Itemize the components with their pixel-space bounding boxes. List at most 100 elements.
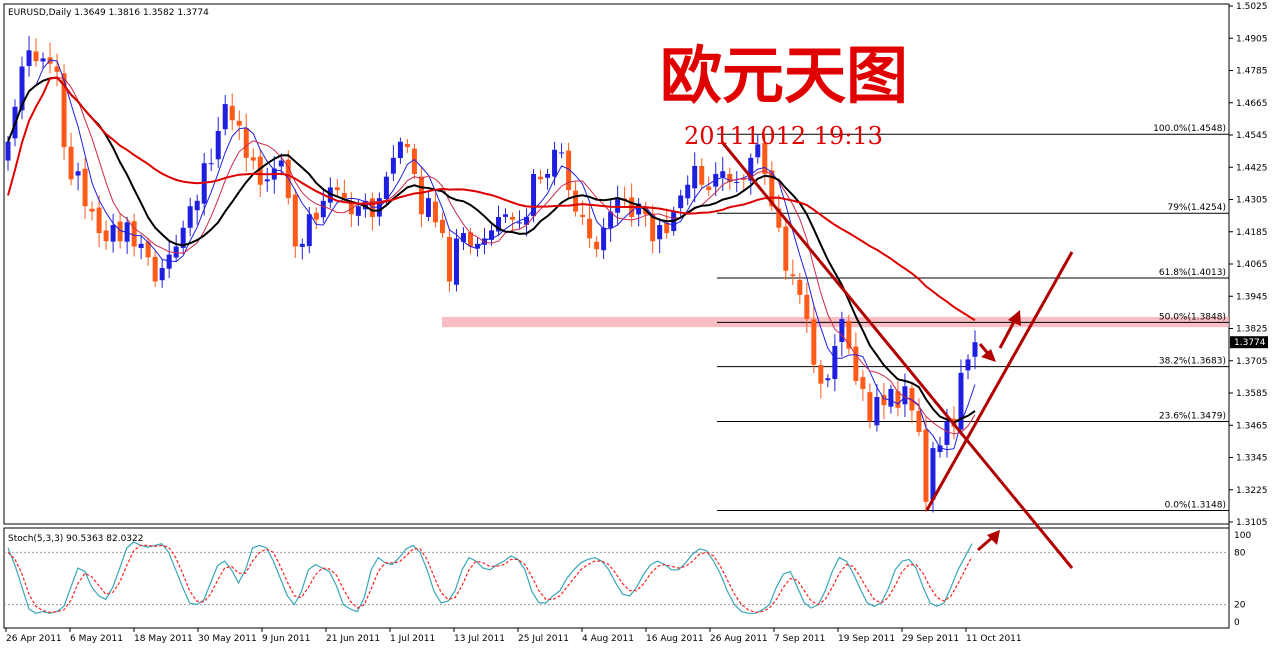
candle-body [390, 157, 396, 174]
candle [559, 143, 565, 159]
candle-body [292, 194, 298, 247]
candle [790, 259, 796, 286]
candle-body [608, 211, 614, 228]
candle-body [755, 144, 761, 158]
arrow-down-right [978, 343, 996, 362]
candle [306, 207, 312, 254]
price-tick-label: 1.4185 [1236, 228, 1268, 238]
candle [818, 359, 824, 399]
candle-body [657, 225, 663, 240]
candle [194, 194, 200, 225]
candle-body [727, 173, 733, 183]
candle-body [453, 238, 459, 285]
candle [467, 227, 473, 255]
candle [264, 167, 270, 192]
candle-body [243, 128, 249, 158]
candle [573, 181, 579, 217]
candle-body [166, 254, 172, 269]
fib-label-4: 38.2%(1.3683) [1159, 357, 1226, 367]
candle [531, 168, 537, 223]
candle-body [320, 200, 326, 218]
candle [82, 157, 88, 220]
candle [460, 227, 466, 251]
candle [292, 189, 298, 259]
candle [404, 138, 410, 153]
ma-fast-line [7, 77, 976, 435]
candle-body [797, 279, 803, 295]
candle [503, 208, 509, 223]
last-price-tag [1230, 336, 1268, 349]
candle-body [937, 445, 943, 452]
price-tick-label: 1.4545 [1236, 131, 1268, 141]
stoch-main-line [7, 541, 973, 614]
candle-body [510, 216, 516, 220]
candle [187, 197, 193, 237]
date-tick-label: 1 Jul 2011 [390, 634, 435, 644]
price-tick-label: 1.3705 [1236, 357, 1268, 367]
candle-body [734, 182, 740, 184]
stoch-tick-label: 100 [1234, 531, 1251, 541]
date-tick-label: 26 Aug 2011 [710, 634, 768, 644]
price-tick-label: 1.3825 [1236, 325, 1268, 335]
candle-body [278, 160, 284, 167]
candle-body [432, 201, 438, 223]
candle-body [860, 377, 866, 389]
candle-body [930, 448, 936, 500]
candle [755, 135, 761, 164]
candle-body [124, 222, 130, 242]
candle-body [692, 165, 698, 189]
candle-body [685, 184, 691, 199]
candle [545, 168, 551, 190]
candle [923, 416, 929, 512]
candle-body [446, 236, 452, 282]
candle-body [306, 214, 312, 247]
moving-averages-layer [7, 59, 976, 451]
stoch-tick-label: 80 [1234, 548, 1246, 558]
candle-body [748, 157, 754, 181]
price-tick-label: 1.3105 [1236, 518, 1268, 528]
candle [972, 330, 978, 370]
candle-body [425, 198, 431, 217]
candle-body [299, 243, 305, 247]
price-tick-label: 1.4785 [1236, 67, 1268, 77]
candle [895, 381, 901, 417]
candle-body [5, 141, 11, 161]
date-tick-label: 6 May 2011 [70, 634, 123, 644]
overlay-timestamp: 20111012 19:13 [684, 122, 883, 150]
fib-label-3: 50.0%(1.3848) [1159, 312, 1226, 322]
candle-body [96, 207, 102, 234]
annotations-layer [720, 141, 1074, 569]
candle [89, 201, 95, 221]
candle [657, 218, 663, 254]
candle [881, 382, 887, 420]
arrow-up-right-2 [977, 530, 1000, 552]
candle-body [573, 190, 579, 212]
date-tick-label: 19 Sep 2011 [838, 634, 895, 644]
fib-label-5: 23.6%(1.3479) [1159, 411, 1226, 421]
candle [313, 207, 319, 230]
candle [299, 238, 305, 260]
candle-body [159, 268, 165, 281]
symbol-header: EURUSD,Daily 1.3649 1.3816 1.3582 1.3774 [8, 8, 209, 18]
price-tick-label: 1.3345 [1236, 454, 1268, 464]
candle-body [180, 227, 186, 248]
candle [636, 197, 642, 227]
candle-body [117, 221, 123, 242]
candle-body [853, 346, 859, 381]
price-tick-label: 1.4905 [1236, 34, 1268, 44]
candle [180, 220, 186, 254]
candle-body [467, 232, 473, 247]
candle-body [846, 320, 852, 349]
candle [411, 143, 417, 179]
candle-body [790, 274, 796, 277]
candle-body [601, 227, 607, 251]
candle [601, 217, 607, 260]
price-tick-label: 1.3225 [1236, 486, 1268, 496]
overlay-title: 欧元天图 [660, 39, 908, 112]
candle-body [559, 152, 565, 154]
candle [685, 175, 691, 206]
candle [243, 113, 249, 172]
candle [825, 374, 831, 388]
date-tick-label: 4 Aug 2011 [582, 634, 634, 644]
candle-body [874, 397, 880, 426]
